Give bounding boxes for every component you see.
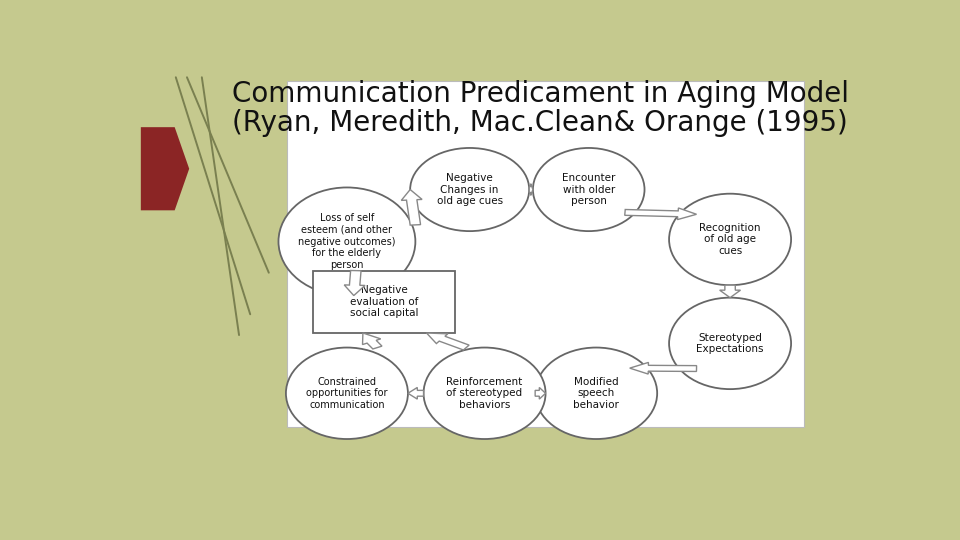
Polygon shape xyxy=(625,208,697,220)
FancyBboxPatch shape xyxy=(287,82,804,427)
Text: Modified
speech
behavior: Modified speech behavior xyxy=(573,377,619,410)
Polygon shape xyxy=(141,127,189,210)
Text: Negative
Changes in
old age cues: Negative Changes in old age cues xyxy=(437,173,503,206)
Text: (Ryan, Meredith, Mac.Clean& Orange (1995): (Ryan, Meredith, Mac.Clean& Orange (1995… xyxy=(232,109,849,137)
Text: Constrained
opportunities for
communication: Constrained opportunities for communicat… xyxy=(306,377,388,410)
Ellipse shape xyxy=(669,298,791,389)
Polygon shape xyxy=(720,285,740,298)
Ellipse shape xyxy=(278,187,416,295)
Text: Loss of self
esteem (and other
negative outcomes)
for the elderly
person: Loss of self esteem (and other negative … xyxy=(299,213,396,269)
Polygon shape xyxy=(345,271,365,295)
Ellipse shape xyxy=(669,194,791,285)
Text: Communication Predicament in Aging Model: Communication Predicament in Aging Model xyxy=(232,80,849,108)
Polygon shape xyxy=(426,333,469,350)
Ellipse shape xyxy=(410,148,529,231)
Polygon shape xyxy=(408,388,423,399)
Polygon shape xyxy=(401,190,422,225)
Ellipse shape xyxy=(535,348,658,439)
Ellipse shape xyxy=(423,348,545,439)
Ellipse shape xyxy=(286,348,408,439)
Text: Negative
evaluation of
social capital: Negative evaluation of social capital xyxy=(349,285,419,319)
Polygon shape xyxy=(363,333,382,349)
Polygon shape xyxy=(535,388,545,399)
Polygon shape xyxy=(630,362,697,374)
Text: Stereotyped
Expectations: Stereotyped Expectations xyxy=(696,333,764,354)
FancyBboxPatch shape xyxy=(313,271,455,333)
Text: Encounter
with older
person: Encounter with older person xyxy=(562,173,615,206)
Polygon shape xyxy=(529,184,533,195)
Text: Reinforcement
of stereotyped
behaviors: Reinforcement of stereotyped behaviors xyxy=(446,377,522,410)
Ellipse shape xyxy=(533,148,644,231)
Text: Recognition
of old age
cues: Recognition of old age cues xyxy=(699,223,761,256)
